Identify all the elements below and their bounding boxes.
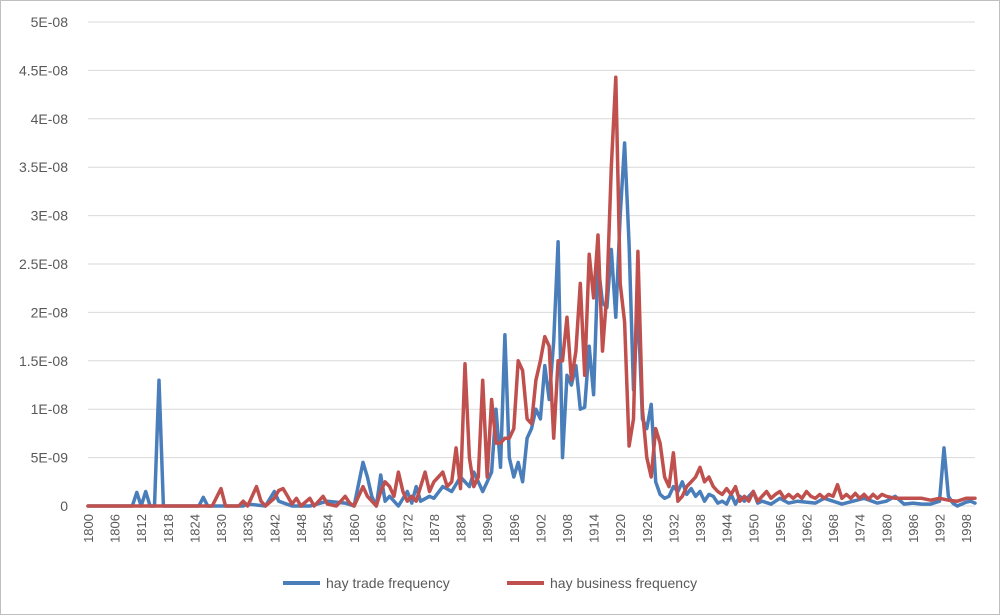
x-tick-label: 1860 [347,514,362,543]
x-tick-label: 1962 [799,514,814,543]
legend-label-trade: hay trade frequency [326,575,450,591]
y-tick-label: 4.5E-08 [19,62,68,78]
x-tick-label: 1884 [454,514,469,543]
x-tick-label: 1830 [214,514,229,543]
x-tick-label: 1800 [81,514,96,543]
x-axis-ticks: 1800 1806 1812 1818 1824 1830 1836 1842 1848 1854… [81,514,974,543]
y-axis-ticks: 0 5E-09 1E-08 1.5E-08 2E-08 2.5E-08 3E-08 3.5E-… [19,14,68,514]
y-tick-label: 5E-09 [31,450,69,466]
y-tick-label: 1E-08 [31,401,69,417]
x-tick-label: 1992 [933,514,948,543]
x-tick-label: 1920 [613,514,628,543]
x-tick-label: 1878 [427,514,442,543]
y-tick-label: 2.5E-08 [19,256,68,272]
x-tick-label: 1980 [879,514,894,543]
x-tick-label: 1806 [108,514,123,543]
x-tick-label: 1896 [507,514,522,543]
y-tick-label: 0 [60,498,68,514]
legend-item-trade: hay trade frequency [283,575,450,591]
series-line-business [86,75,977,508]
x-tick-label: 1836 [241,514,256,543]
legend: hay trade frequency hay business frequen… [283,575,697,591]
y-tick-label: 4E-08 [31,111,69,127]
series-lines [86,75,977,508]
x-tick-label: 1818 [161,514,176,543]
x-tick-label: 1854 [320,514,335,543]
x-tick-label: 1974 [853,514,868,543]
x-tick-label: 1998 [959,514,974,543]
legend-label-business: hay business frequency [550,575,697,591]
y-tick-label: 5E-08 [31,14,69,30]
y-tick-label: 1.5E-08 [19,353,68,369]
legend-item-business: hay business frequency [507,575,697,591]
x-tick-label: 1986 [906,514,921,543]
y-tick-label: 2E-08 [31,304,69,320]
x-tick-label: 1938 [693,514,708,543]
x-tick-label: 1842 [267,514,282,543]
x-tick-label: 1824 [187,514,202,543]
series-line-trade [86,141,977,508]
x-tick-label: 1956 [773,514,788,543]
y-tick-label: 3.5E-08 [19,159,68,175]
x-tick-label: 1872 [400,514,415,543]
x-tick-label: 1908 [560,514,575,543]
x-tick-label: 1944 [720,514,735,543]
x-tick-label: 1932 [666,514,681,543]
x-tick-label: 1848 [294,514,309,543]
x-tick-label: 1812 [134,514,149,543]
x-tick-label: 1950 [746,514,761,543]
gridlines [88,21,975,459]
x-tick-label: 1890 [480,514,495,543]
x-tick-label: 1914 [587,514,602,543]
y-tick-label: 3E-08 [31,208,69,224]
x-tick-label: 1902 [533,514,548,543]
x-tick-label: 1866 [374,514,389,543]
x-tick-label: 1968 [826,514,841,543]
x-tick-label: 1926 [640,514,655,543]
